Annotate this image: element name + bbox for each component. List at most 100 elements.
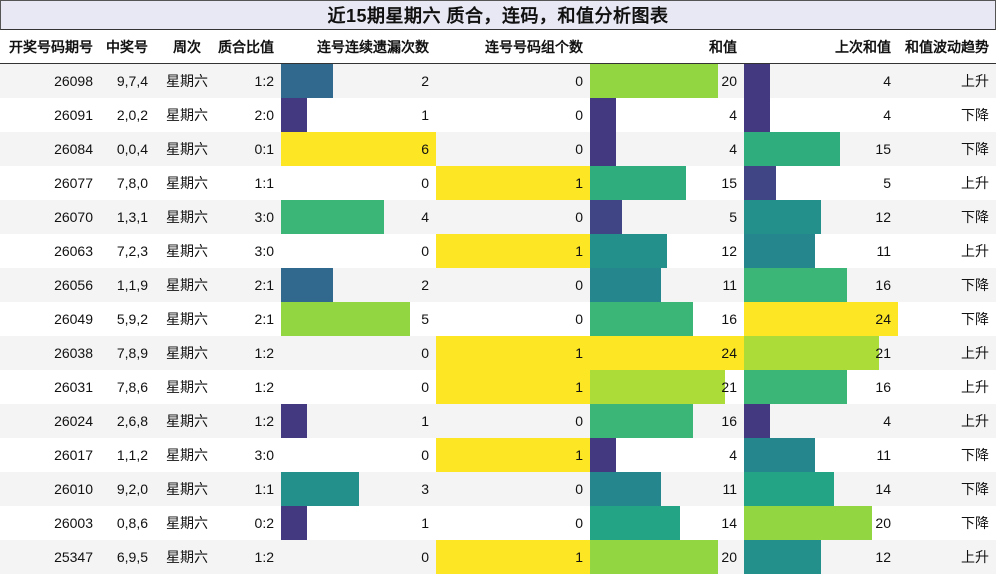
cell-prev-sum: 24 — [744, 302, 898, 336]
prev-sum-value: 4 — [883, 413, 891, 429]
header-sum: 和值 — [590, 30, 744, 64]
consec-miss-value: 0 — [421, 447, 429, 463]
cell-ratio: 3:0 — [211, 234, 281, 268]
cell-ratio: 1:2 — [211, 540, 281, 574]
consec-miss-value: 1 — [421, 413, 429, 429]
prev-sum-value: 11 — [876, 447, 891, 463]
cell-consec-miss: 1 — [281, 506, 436, 540]
consec-miss-bar — [281, 64, 333, 98]
consec-miss-value: 0 — [421, 345, 429, 361]
cell-winning: 0,0,4 — [100, 132, 155, 166]
consec-groups-bar — [436, 438, 590, 472]
consec-miss-bar — [281, 404, 307, 438]
table-row: 26003 0,8,6 星期六 0:2 1 0 14 20 下降 — [0, 506, 996, 540]
sum-bar — [590, 336, 744, 370]
consec-miss-value: 0 — [421, 549, 429, 565]
cell-trend: 下降 — [898, 132, 996, 166]
sum-value: 14 — [721, 515, 737, 531]
sum-bar — [590, 64, 719, 98]
cell-sum: 5 — [590, 200, 744, 234]
consec-miss-bar — [281, 98, 307, 132]
cell-consec-groups: 0 — [436, 472, 590, 506]
consec-groups-value: 1 — [575, 549, 583, 565]
consec-miss-value: 2 — [421, 73, 429, 89]
consec-miss-value: 4 — [421, 209, 429, 225]
cell-winning: 9,7,4 — [100, 63, 155, 98]
cell-prev-sum: 21 — [744, 336, 898, 370]
sum-value: 4 — [729, 107, 737, 123]
cell-consec-miss: 6 — [281, 132, 436, 166]
sum-bar — [590, 370, 725, 404]
cell-consec-miss: 0 — [281, 166, 436, 200]
sum-value: 21 — [721, 379, 737, 395]
prev-sum-bar — [744, 64, 770, 98]
page-title: 近15期星期六 质合，连码，和值分析图表 — [0, 0, 996, 30]
sum-bar — [590, 268, 661, 302]
cell-issue: 26070 — [0, 200, 100, 234]
header-trend: 和值波动趋势 — [898, 30, 996, 64]
prev-sum-bar — [744, 302, 898, 336]
sum-bar — [590, 200, 623, 234]
consec-groups-value: 0 — [575, 141, 583, 157]
cell-week: 星期六 — [155, 268, 211, 302]
consec-miss-value: 1 — [421, 107, 429, 123]
cell-consec-miss: 3 — [281, 472, 436, 506]
prev-sum-bar — [744, 438, 815, 472]
consec-miss-value: 0 — [421, 175, 429, 191]
cell-issue: 26024 — [0, 404, 100, 438]
cell-week: 星期六 — [155, 302, 211, 336]
cell-issue: 26098 — [0, 63, 100, 98]
cell-sum: 4 — [590, 98, 744, 132]
prev-sum-value: 5 — [883, 175, 891, 191]
consec-miss-value: 2 — [421, 277, 429, 293]
consec-groups-value: 1 — [575, 345, 583, 361]
consec-groups-bar — [436, 370, 590, 404]
consec-miss-bar — [281, 200, 385, 234]
cell-ratio: 1:2 — [211, 404, 281, 438]
cell-issue: 26031 — [0, 370, 100, 404]
table-row: 26077 7,8,0 星期六 1:1 0 1 15 5 上升 — [0, 166, 996, 200]
table-row: 26070 1,3,1 星期六 3:0 4 0 5 12 下降 — [0, 200, 996, 234]
cell-consec-miss: 0 — [281, 336, 436, 370]
cell-prev-sum: 16 — [744, 370, 898, 404]
cell-sum: 21 — [590, 370, 744, 404]
prev-sum-value: 20 — [875, 515, 891, 531]
sum-value: 16 — [721, 413, 737, 429]
header-ratio: 质合比值 — [211, 30, 281, 64]
sum-value: 11 — [722, 481, 737, 497]
consec-groups-value: 1 — [575, 447, 583, 463]
cell-consec-miss: 5 — [281, 302, 436, 336]
cell-prev-sum: 5 — [744, 166, 898, 200]
sum-value: 4 — [729, 447, 737, 463]
cell-issue: 26084 — [0, 132, 100, 166]
sum-value: 11 — [722, 277, 737, 293]
cell-issue: 26003 — [0, 506, 100, 540]
cell-consec-groups: 0 — [436, 268, 590, 302]
cell-consec-miss: 0 — [281, 370, 436, 404]
cell-winning: 7,8,9 — [100, 336, 155, 370]
cell-week: 星期六 — [155, 234, 211, 268]
consec-groups-value: 0 — [575, 277, 583, 293]
cell-issue: 26091 — [0, 98, 100, 132]
cell-ratio: 2:1 — [211, 302, 281, 336]
header-winning: 中奖号 — [100, 30, 155, 64]
cell-winning: 2,6,8 — [100, 404, 155, 438]
prev-sum-bar — [744, 472, 834, 506]
sum-bar — [590, 404, 693, 438]
cell-prev-sum: 15 — [744, 132, 898, 166]
cell-issue: 26049 — [0, 302, 100, 336]
cell-consec-groups: 0 — [436, 132, 590, 166]
cell-sum: 16 — [590, 404, 744, 438]
prev-sum-bar — [744, 506, 873, 540]
cell-winning: 7,2,3 — [100, 234, 155, 268]
cell-consec-miss: 2 — [281, 268, 436, 302]
cell-sum: 11 — [590, 472, 744, 506]
cell-sum: 16 — [590, 302, 744, 336]
sum-value: 5 — [729, 209, 737, 225]
cell-issue: 26063 — [0, 234, 100, 268]
table-row: 26091 2,0,2 星期六 2:0 1 0 4 4 下降 — [0, 98, 996, 132]
consec-miss-bar — [281, 472, 359, 506]
cell-consec-groups: 1 — [436, 336, 590, 370]
cell-week: 星期六 — [155, 98, 211, 132]
sum-value: 24 — [721, 345, 737, 361]
